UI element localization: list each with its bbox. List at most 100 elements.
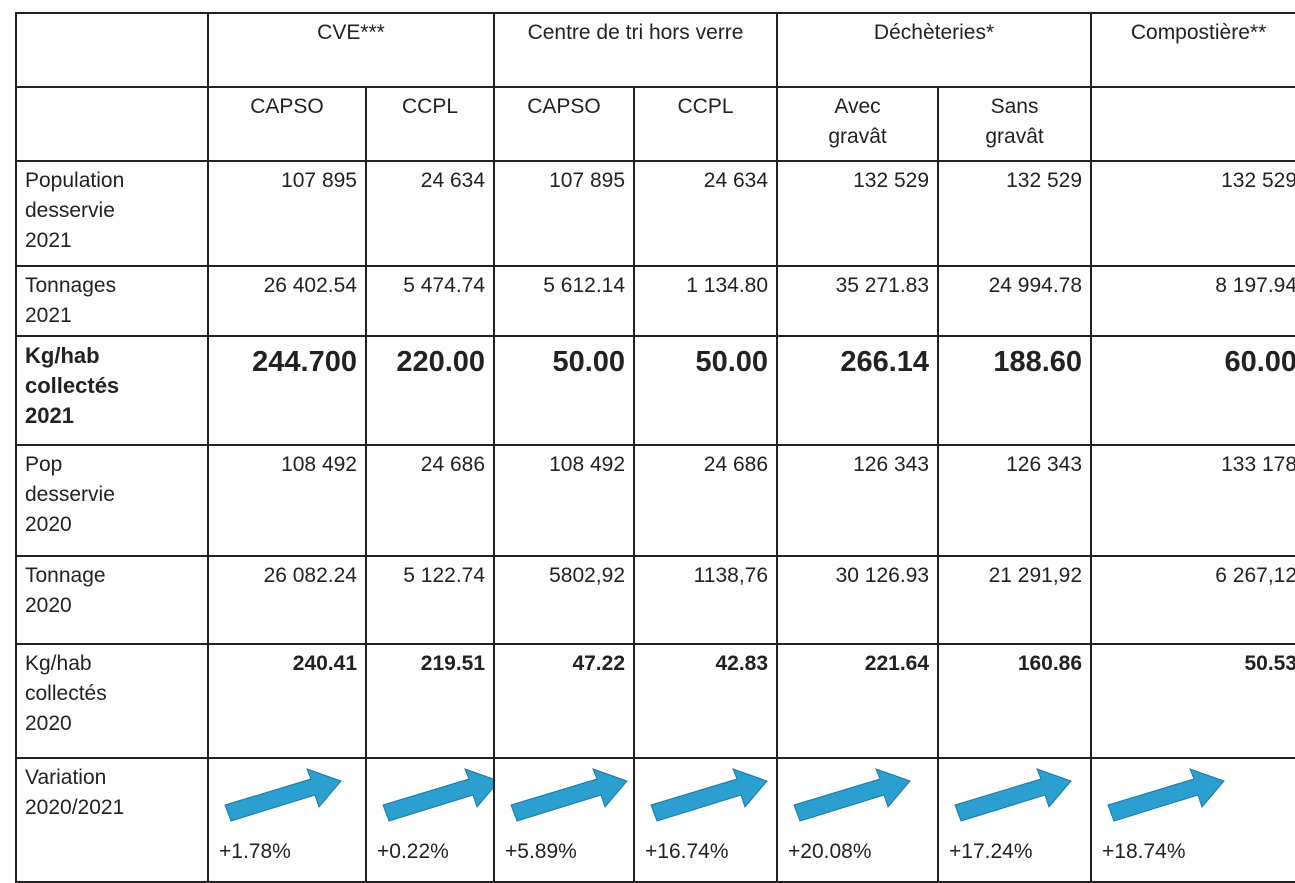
value-cell: 108 492 — [493, 444, 636, 557]
value-cell: 126 343 — [776, 444, 940, 557]
row-label-text: Tonnages 2021 — [25, 274, 117, 327]
value-cell: 24 634 — [633, 160, 779, 267]
variation-value: +18.74% — [1102, 840, 1186, 863]
value-cell: 221.64 — [776, 643, 940, 759]
row-label-text: Kg/hab collectés 2021 — [25, 343, 120, 428]
value-cell: 107 895 — [493, 160, 636, 267]
data-row: Tonnage 2020 26 082.24 5 122.74 5802,92 1138… — [15, 555, 1295, 645]
value-cell: 5 612.14 — [493, 265, 636, 337]
subheader-text: Avec gravât — [828, 95, 887, 148]
variation-cell: +16.74% — [633, 757, 779, 883]
row-label-text: Pop desservie 2020 — [25, 453, 115, 536]
arrow-shape — [954, 768, 1072, 822]
value-cell: 50.00 — [493, 335, 636, 446]
data-row: Kg/hab collectés 2021 244.700 220.00 50.00 5… — [15, 335, 1295, 446]
value-cell: 24 994.78 — [937, 265, 1093, 337]
value-cell: 126 343 — [937, 444, 1093, 557]
variation-cell: +1.78% — [207, 757, 367, 883]
value-cell: 132 529 — [937, 160, 1093, 267]
data-row: Tonnages 2021 26 402.54 5 474.74 5 612.14 1 … — [15, 265, 1295, 337]
value-cell: 132 529 — [776, 160, 940, 267]
row-label-text: Variation 2020/2021 — [25, 766, 125, 819]
empty-cell — [15, 12, 209, 88]
value-cell: 1 134.80 — [633, 265, 779, 337]
arrow-shape — [510, 768, 628, 822]
group-header: Centre de tri hors verre — [493, 12, 779, 88]
value-cell: 6 267,12 — [1090, 555, 1295, 645]
row-label: Pop desservie 2020 — [15, 444, 209, 557]
value-cell: 21 291,92 — [937, 555, 1093, 645]
subheader-text: Sans gravât — [985, 95, 1044, 148]
group-header: Compostière** — [1090, 12, 1295, 88]
empty-cell — [1090, 86, 1295, 162]
empty-cell — [15, 86, 209, 162]
value-cell: 219.51 — [364, 643, 496, 759]
up-arrow — [1107, 768, 1225, 822]
subheader: Sans gravât — [937, 86, 1093, 162]
subheader-text: CAPSO — [527, 95, 601, 118]
arrow-shape — [382, 768, 493, 822]
up-arrow — [224, 768, 342, 822]
value-cell: 35 271.83 — [776, 265, 940, 337]
arrow-shape — [224, 768, 342, 822]
row-label-text: Kg/hab collectés 2020 — [25, 652, 107, 735]
table-body: CVE*** Centre de tri hors verre Déchèterie… — [15, 12, 1295, 883]
value-cell: 60.00 — [1090, 335, 1295, 446]
variation-value: +0.22% — [377, 840, 449, 863]
arrow-shape — [793, 768, 911, 822]
data-row: Population desservie 2021 107 895 24 634 10… — [15, 160, 1295, 267]
data-row: Kg/hab collectés 2020 240.41 219.51 47.22 42… — [15, 643, 1295, 759]
row-label: Tonnage 2020 — [15, 555, 209, 645]
up-arrow — [382, 768, 493, 822]
subheader: CAPSO — [207, 86, 367, 162]
value-cell: 50.00 — [633, 335, 779, 446]
subheader: Avec gravât — [776, 86, 940, 162]
variation-value: +5.89% — [505, 840, 577, 863]
value-cell: 1138,76 — [633, 555, 779, 645]
row-label: Tonnages 2021 — [15, 265, 209, 337]
value-cell: 8 197.94 — [1090, 265, 1295, 337]
up-arrow — [650, 768, 768, 822]
up-arrow — [510, 768, 628, 822]
up-arrow — [954, 768, 1072, 822]
value-cell: 240.41 — [207, 643, 367, 759]
subheader: CCPL — [633, 86, 779, 162]
variation-value: +1.78% — [219, 840, 291, 863]
variation-cell: +5.89% — [493, 757, 636, 883]
subheader: CCPL — [364, 86, 496, 162]
row-label-text: Population desservie 2021 — [25, 169, 125, 252]
variation-cell: +18.74% — [1090, 757, 1295, 883]
data-row: Pop desservie 2020 108 492 24 686 108 492 24… — [15, 444, 1295, 557]
data-table: CVE*** Centre de tri hors verre Déchèterie… — [15, 12, 1295, 883]
value-cell: 107 895 — [207, 160, 367, 267]
arrow-shape — [650, 768, 768, 822]
value-cell: 24 686 — [633, 444, 779, 557]
value-cell: 266.14 — [776, 335, 940, 446]
value-cell: 132 529 — [1090, 160, 1295, 267]
value-cell: 244.700 — [207, 335, 367, 446]
row-label: Variation 2020/2021 — [15, 757, 209, 883]
value-cell: 26 402.54 — [207, 265, 367, 337]
row-label-text: Tonnage 2020 — [25, 564, 106, 617]
value-cell: 160.86 — [937, 643, 1093, 759]
value-cell: 50.53 — [1090, 643, 1295, 759]
value-cell: 42.83 — [633, 643, 779, 759]
value-cell: 24 686 — [364, 444, 496, 557]
value-cell: 188.60 — [937, 335, 1093, 446]
up-arrow — [793, 768, 911, 822]
variation-value: +20.08% — [788, 840, 872, 863]
arrow-shape — [1107, 768, 1225, 822]
value-cell: 5 474.74 — [364, 265, 496, 337]
subheader: CAPSO — [493, 86, 636, 162]
value-cell: 5 122.74 — [364, 555, 496, 645]
group-header: CVE*** — [206, 12, 496, 88]
row-label: Kg/hab collectés 2020 — [15, 643, 209, 759]
variation-cell: +20.08% — [776, 757, 940, 883]
value-cell: 108 492 — [207, 444, 367, 557]
subheader-text: CCPL — [677, 95, 734, 118]
subheader-text: CAPSO — [250, 95, 324, 118]
subheader-text: CCPL — [401, 95, 459, 118]
value-cell: 47.22 — [493, 643, 636, 759]
value-cell: 26 082.24 — [207, 555, 367, 645]
header-row: CVE*** Centre de tri hors verre Déchèterie… — [15, 12, 1295, 88]
